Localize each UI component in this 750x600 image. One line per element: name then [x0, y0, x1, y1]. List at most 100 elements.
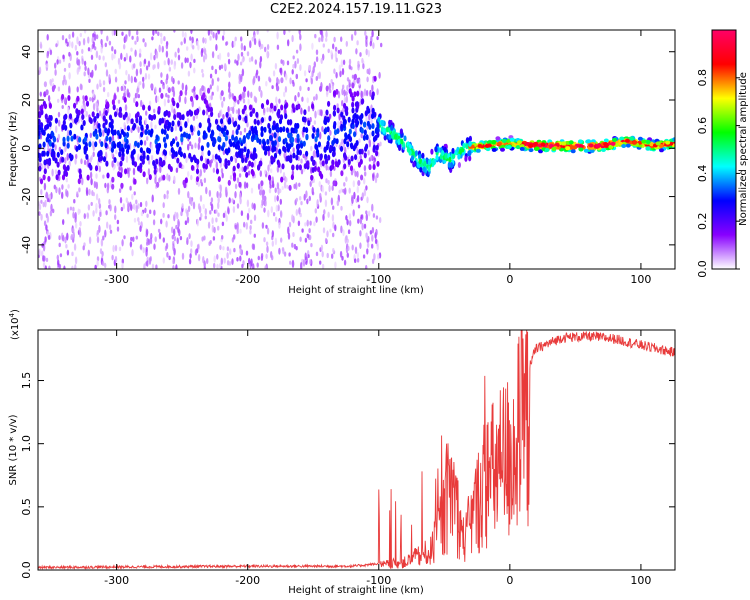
snr-frame [37, 329, 676, 571]
noise-mark [137, 221, 141, 226]
noise-mark [129, 55, 132, 63]
noise-mark [361, 57, 364, 64]
noise-mark [76, 191, 79, 197]
noise-mark [233, 40, 236, 47]
noise-mark [123, 235, 126, 240]
spectral-mark [435, 154, 439, 161]
noise-mark [267, 164, 270, 172]
spectral-mark [104, 127, 108, 134]
spectral-mark [624, 138, 630, 143]
spectral-mark [264, 145, 268, 152]
noise-mark [334, 224, 337, 232]
noise-mark [287, 226, 290, 235]
spectral-mark [260, 180, 264, 187]
spectral-mark [157, 142, 162, 149]
noise-mark [43, 220, 47, 227]
noise-mark [188, 233, 191, 240]
noise-mark [234, 36, 237, 42]
spectral-mark [163, 150, 168, 156]
spectral-mark [336, 128, 340, 135]
noise-mark [121, 258, 125, 264]
noise-mark [227, 207, 230, 215]
spectral-mark [222, 131, 226, 138]
noise-mark [259, 170, 262, 177]
noise-mark [135, 93, 139, 98]
spectral-mark [114, 111, 118, 118]
noise-mark [137, 203, 140, 209]
noise-mark [342, 188, 345, 193]
noise-mark [276, 44, 280, 50]
spectral-mark [326, 140, 330, 147]
spectral-mark [388, 134, 392, 141]
noise-mark [140, 99, 143, 108]
spectral-mark [356, 90, 360, 97]
noise-mark [116, 161, 120, 167]
noise-mark [120, 166, 123, 174]
noise-mark [211, 217, 214, 225]
spectral-mark [124, 168, 128, 175]
colorbar-ticks: 0.00.20.40.60.8 [696, 69, 740, 278]
noise-mark [223, 257, 226, 264]
spectral-mark [344, 134, 348, 141]
spectral-mark [171, 138, 176, 145]
spectral-mark [43, 168, 47, 175]
noise-mark [340, 59, 344, 68]
spectral-mark [259, 160, 263, 167]
spectral-mark [119, 112, 123, 118]
noise-mark [180, 62, 184, 69]
noise-mark [114, 205, 117, 214]
noise-mark [143, 58, 147, 65]
noise-mark [247, 98, 250, 105]
noise-mark [324, 199, 328, 208]
spectral-mark [78, 136, 82, 143]
spectral-mark [501, 138, 507, 143]
spectral-mark [577, 139, 583, 144]
spectral-mark [291, 136, 295, 143]
noise-mark [146, 241, 149, 246]
spectral-mark [354, 154, 358, 161]
noise-mark [52, 208, 55, 214]
noise-mark [92, 102, 96, 111]
noise-mark [142, 76, 145, 83]
noise-mark [201, 236, 204, 242]
noise-mark [341, 138, 344, 145]
noise-mark [232, 206, 236, 213]
noise-mark [368, 210, 371, 217]
noise-mark [367, 149, 370, 156]
noise-mark [133, 63, 136, 69]
noise-mark [294, 137, 297, 143]
spectral-mark [153, 168, 157, 175]
noise-mark [47, 95, 51, 102]
noise-mark [223, 62, 227, 70]
spectral-mark [46, 117, 50, 124]
noise-mark [329, 228, 332, 233]
noise-mark [371, 203, 374, 212]
noise-mark [177, 218, 180, 227]
noise-mark [242, 98, 246, 104]
noise-mark [301, 96, 304, 102]
noise-mark [68, 51, 71, 57]
noise-mark [267, 209, 270, 218]
noise-mark [120, 85, 124, 92]
noise-mark [41, 164, 44, 170]
noise-mark [175, 167, 179, 173]
noise-mark [352, 209, 355, 217]
noise-mark [55, 125, 58, 134]
spectral-mark [69, 155, 73, 162]
noise-mark [43, 182, 47, 191]
noise-mark [192, 45, 195, 50]
noise-mark [95, 193, 99, 201]
noise-mark [68, 62, 71, 69]
spectral-mark [104, 119, 108, 125]
spectral-mark [372, 136, 377, 143]
noise-mark [213, 255, 216, 263]
spectral-mark [43, 159, 47, 166]
spectral-mark [134, 140, 138, 147]
spectral-mark [468, 155, 472, 162]
spectral-mark [159, 160, 163, 167]
noise-mark [181, 30, 185, 38]
spectral-mark [228, 118, 232, 125]
noise-mark [378, 71, 381, 79]
noise-mark [360, 90, 363, 99]
noise-mark [139, 48, 142, 54]
